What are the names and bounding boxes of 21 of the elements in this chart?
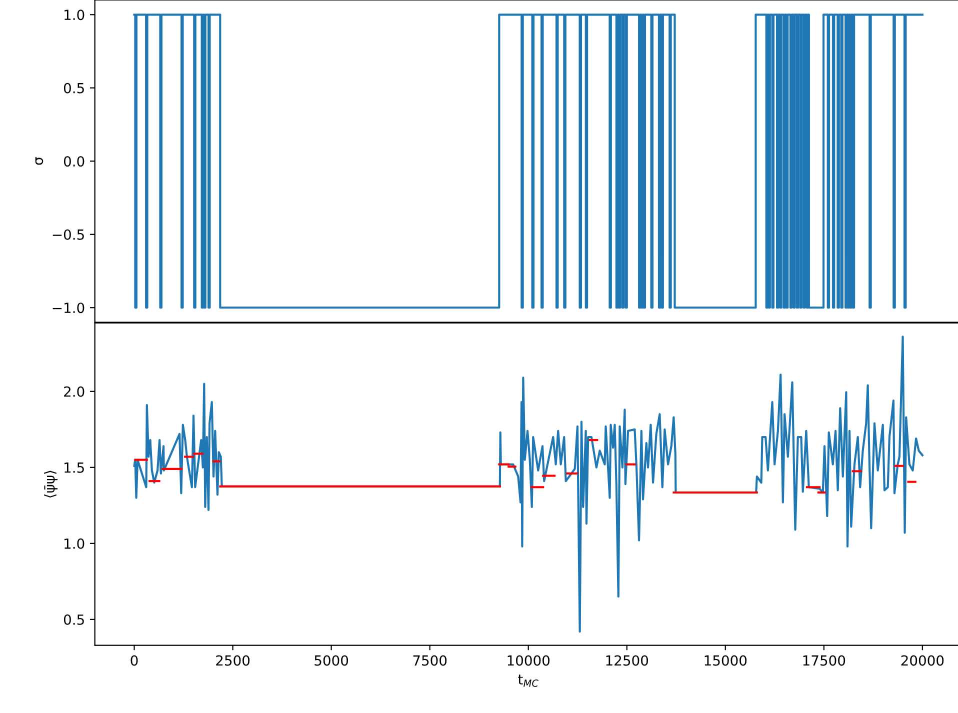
x-tick-label: 0 [130,655,138,666]
x-tick-label: 20000 [901,655,944,666]
x-tick-label: 2500 [216,655,250,666]
y-axis-title: σ [35,157,44,165]
x-axis-title: t$_{MC}$ [518,674,538,687]
y-axis-title: ⟨ψ̄ψ⟩ [44,470,58,498]
y-tick-label: 0.0 [64,156,84,167]
x-tick-label: 12500 [606,655,648,666]
x-tick-label: 7500 [413,655,447,666]
x-tick-label: 10000 [508,655,550,666]
y-tick-label: −1.0 [52,302,84,314]
x-tick-label: 17500 [803,655,846,666]
y-tick-label: 1.0 [64,538,84,549]
y-tick-label: 1.0 [64,10,84,20]
y-tick-label: 0.5 [64,614,84,625]
x-tick-label: 5000 [314,655,348,666]
y-tick-label: 0.5 [64,82,84,94]
x-tick-label: 15000 [704,655,747,666]
y-tick-label: 1.5 [64,462,84,473]
y-tick-label: −0.5 [52,229,84,240]
y-tick-label: 2.0 [64,386,84,397]
